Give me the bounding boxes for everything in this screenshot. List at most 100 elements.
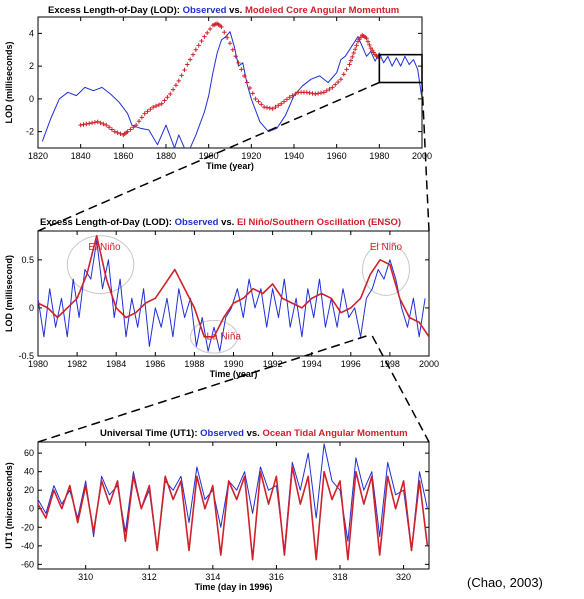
series-marker-model	[281, 99, 287, 104]
series-marker-model	[162, 98, 167, 103]
y-axis-label: LOD (millisecond)	[4, 255, 14, 332]
series-marker-model	[261, 104, 267, 110]
series-marker-model	[207, 26, 213, 32]
x-tick-label: 1960	[327, 151, 347, 161]
panel3-title-vs: vs.	[244, 428, 263, 439]
series-marker-model	[182, 67, 187, 73]
series-marker-model	[367, 42, 372, 48]
series-marker-model	[313, 91, 318, 97]
series-marker-model	[145, 109, 150, 114]
series-marker-model	[156, 102, 162, 108]
x-tick-label: 1986	[145, 359, 165, 369]
series-marker-model	[106, 125, 112, 130]
series-marker-model	[78, 122, 83, 128]
x-tick-label: 1980	[28, 359, 48, 369]
citation: (Chao, 2003)	[467, 575, 543, 590]
series-marker-model	[230, 47, 236, 52]
series-marker-model	[173, 83, 179, 88]
series-marker-model	[112, 129, 117, 134]
series-marker-model	[139, 115, 145, 120]
series-marker-model	[133, 122, 139, 128]
series-marker-model	[170, 87, 176, 92]
series-marker-model	[247, 85, 253, 91]
y-tick-label: 4	[29, 28, 34, 38]
series-marker-model	[128, 127, 133, 132]
series-marker-model	[284, 97, 290, 102]
series-marker-model	[87, 121, 92, 126]
panel1-title-model: Modeled Core Angular Momentum	[245, 5, 399, 16]
series-marker-model	[352, 47, 358, 52]
series-marker-model	[253, 96, 258, 102]
x-tick-label: 320	[396, 572, 411, 582]
x-tick-label: 1988	[184, 359, 204, 369]
panel2-title: Excess Length-of-Day (LOD): Observed vs.…	[40, 217, 401, 228]
zoom-box	[378, 53, 423, 84]
y-tick-label: -2	[26, 127, 34, 137]
highlight-ellipse	[189, 319, 238, 354]
highlight-ellipse	[362, 243, 410, 296]
panel-3: 310 312 314 316 318 320 -60 -40 -20 0 20 40 60 Time (…	[4, 441, 430, 592]
y-tick-label: 20	[24, 485, 34, 495]
panel2-title-lead: Excess Length-of-Day (LOD):	[40, 217, 175, 228]
series-marker-model	[104, 122, 109, 128]
series-marker-model	[236, 60, 241, 66]
x-tick-label: 318	[332, 572, 347, 582]
panel3-title-lead: Universal Time (UT1):	[100, 428, 200, 439]
series-marker-model	[364, 36, 369, 41]
series-marker-model	[239, 67, 244, 72]
series-line-model	[38, 235, 429, 338]
x-tick-label: 1992	[263, 359, 283, 369]
series-marker-model	[290, 93, 295, 98]
series-marker-model	[219, 24, 224, 30]
panel1-title: Excess Length-of-Day (LOD): Observed vs.…	[48, 5, 399, 16]
x-tick-label: 1990	[223, 359, 243, 369]
series-line-observed	[38, 240, 426, 352]
series-marker-model	[118, 131, 123, 137]
x-tick-label: 1940	[284, 151, 304, 161]
series-marker-model	[98, 120, 103, 126]
series-marker-model	[153, 103, 159, 109]
series-marker-model	[89, 120, 95, 126]
series-marker-model	[199, 38, 204, 44]
series-marker-model	[131, 125, 136, 130]
panel-1-frame	[37, 16, 423, 149]
x-tick-label: 1880	[156, 151, 176, 161]
y-tick-label: -40	[21, 541, 34, 551]
x-tick-label: 1984	[106, 359, 126, 369]
series-marker-model	[259, 102, 264, 107]
panel3-title-tidal: Ocean Tidal Angular Momentum	[262, 428, 407, 439]
series-line-observed	[38, 443, 428, 551]
series-marker-model	[344, 67, 349, 72]
y-tick-label: 2	[29, 61, 34, 71]
series-marker-model	[250, 91, 255, 96]
panel1-title-vs: vs.	[226, 5, 245, 16]
series-marker-model	[196, 43, 201, 48]
series-marker-model	[333, 82, 338, 87]
series-marker-model	[351, 50, 356, 56]
y-tick-label: 60	[24, 448, 34, 458]
series-marker-model	[224, 35, 230, 40]
x-tick-label: 310	[78, 572, 93, 582]
series-marker-model	[335, 79, 341, 85]
series-marker-model	[327, 86, 332, 92]
x-tick-label: 1860	[113, 151, 133, 161]
series-marker-model	[310, 91, 315, 96]
series-marker-model	[338, 77, 344, 82]
series-marker-model	[341, 72, 346, 77]
series-marker-model	[109, 127, 115, 132]
panel3-title: Universal Time (UT1): Observed vs. Ocean…	[100, 428, 408, 439]
series-marker-model	[185, 62, 190, 67]
series-marker-model	[193, 47, 199, 52]
y-tick-label: 40	[24, 467, 34, 477]
y-tick-label: -60	[21, 559, 34, 569]
series-marker-model	[81, 122, 86, 127]
x-axis-label: Time (day in 1996)	[195, 582, 273, 592]
x-tick-label: 1840	[71, 151, 91, 161]
series-marker-model	[159, 101, 164, 106]
series-marker-model	[276, 103, 281, 108]
series-marker-model	[347, 62, 352, 67]
series-marker-model	[293, 91, 298, 97]
series-marker-model	[205, 30, 210, 36]
panel-1: 1820184018601880190019201940196019802000…	[4, 16, 432, 171]
series-marker-model	[179, 73, 184, 78]
